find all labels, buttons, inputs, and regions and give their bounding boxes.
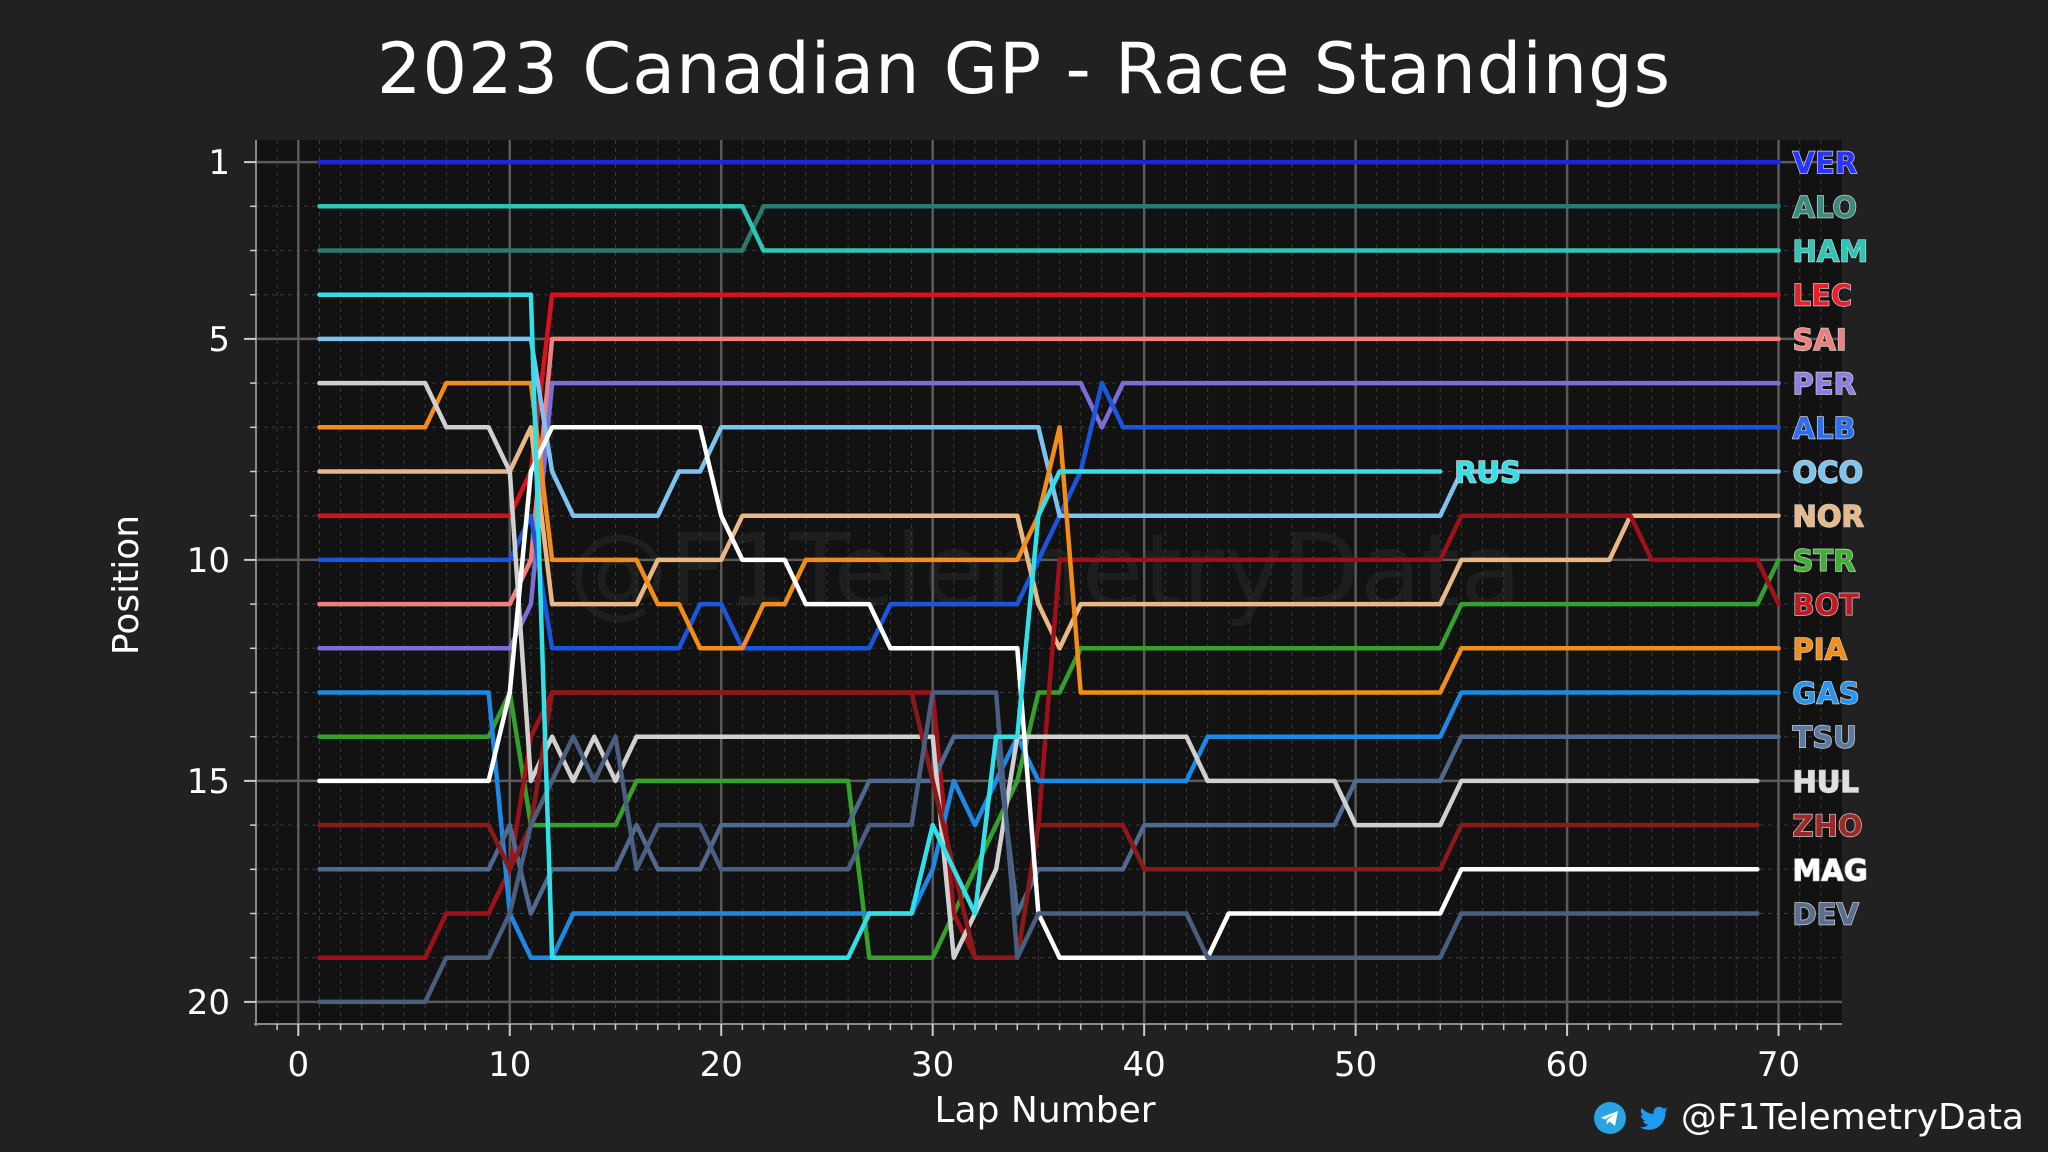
driver-label-tsu: TSU [1793,721,1857,755]
driver-label-oco: OCO [1793,456,1864,490]
x-axis-title: Lap Number [934,1090,1155,1131]
series-line-gas [317,690,1781,960]
x-tick-label: 70 [1757,1045,1800,1085]
y-tick-label: 5 [208,320,230,360]
twitter-icon[interactable] [1637,1101,1671,1135]
driver-label-lec: LEC [1793,279,1853,313]
credit-footer: @F1TelemetryData [1593,1097,2024,1138]
driver-label-pia: PIA [1793,632,1848,666]
series-line-nor [317,425,1781,651]
x-tick-label: 10 [488,1045,531,1085]
series-line-ham [317,204,1781,253]
labels-layer: VER ALO HAM LEC SAI PER ALB OCO NOR STR BOT PIA GAS T… [1454,145,1869,932]
driver-label-alb: ALB [1793,411,1856,445]
x-tick-label: 50 [1334,1045,1377,1085]
series-layer [317,159,1781,1005]
driver-label-bot: BOT [1793,588,1860,622]
y-tick-label: 20 [187,983,230,1023]
series-line-alb [317,380,1781,651]
y-tick-label: 15 [187,762,230,802]
series-line-oco [317,336,1781,518]
series-line-sai [317,336,1781,607]
telegram-icon[interactable] [1593,1101,1627,1135]
driver-label-zho: ZHO [1793,809,1863,843]
driver-label-sai: SAI [1793,323,1847,357]
series-line-zho [317,690,1760,960]
driver-label-rus: RUS [1454,456,1521,490]
series-line-dev [317,690,1760,1005]
y-tick-label: 10 [187,541,230,581]
driver-label-dev: DEV [1793,898,1860,932]
series-line-rus [317,292,1443,960]
x-tick-label: 40 [1123,1045,1166,1085]
x-tick-label: 0 [287,1045,309,1085]
driver-label-ver: VER [1793,146,1858,180]
x-tick-label: 60 [1545,1045,1588,1085]
driver-label-ham: HAM [1793,235,1869,269]
driver-label-str: STR [1793,544,1856,578]
x-tick-label: 20 [700,1045,743,1085]
y-tick-label: 1 [208,143,230,183]
driver-label-alo: ALO [1793,190,1858,224]
y-axis-title: Position [106,515,147,655]
driver-label-hul: HUL [1793,765,1859,799]
driver-label-gas: GAS [1793,677,1860,711]
driver-label-per: PER [1793,367,1856,401]
x-tick-label: 30 [911,1045,954,1085]
credit-handle: @F1TelemetryData [1680,1097,2024,1138]
chart-title: 2023 Canadian GP - Race Standings [376,28,1672,110]
watermark: @F1TelemetryData [568,512,1521,629]
driver-label-nor: NOR [1793,500,1864,534]
driver-label-mag: MAG [1793,853,1868,887]
